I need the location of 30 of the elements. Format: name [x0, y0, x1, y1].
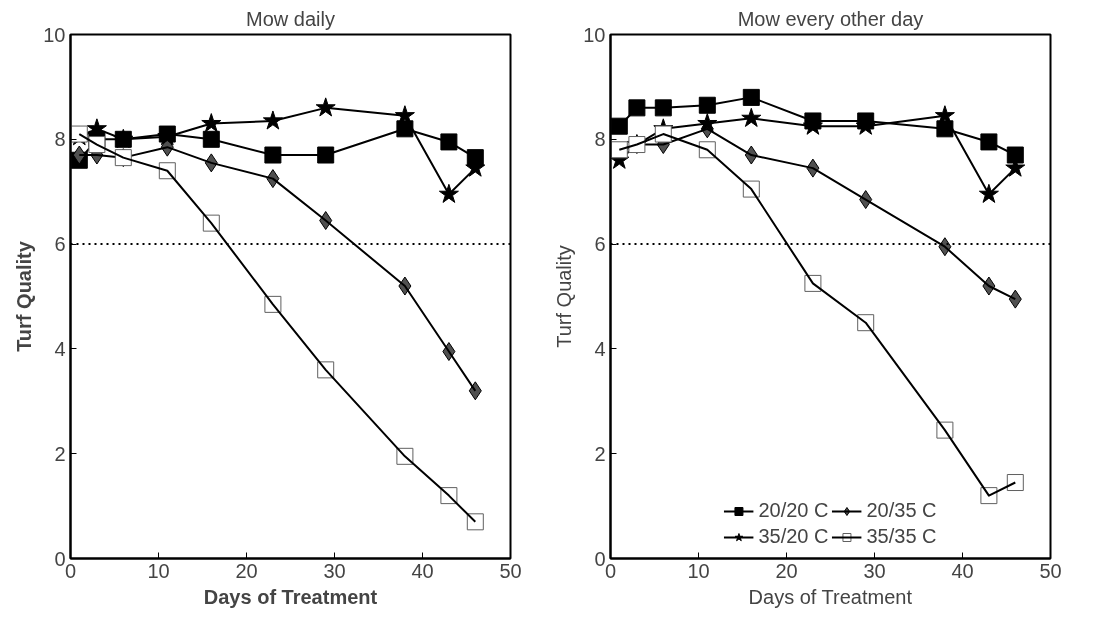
y-axis-title: Turf Quality	[13, 240, 36, 352]
x-tick-label: 50	[499, 559, 522, 582]
legend-label: 20/20 C	[758, 499, 829, 522]
x-axis-title: Days of Treatment	[748, 585, 913, 608]
x-axis-title: Days of Treatment	[203, 585, 378, 608]
x-tick-label: 40	[411, 559, 434, 582]
y-tick-label: 6	[594, 233, 606, 256]
y-tick-label: 2	[594, 442, 606, 465]
x-tick-label: 50	[1039, 559, 1062, 582]
y-tick-label: 8	[594, 128, 606, 151]
x-tick-label: 20	[775, 559, 798, 582]
x-tick-label: 10	[687, 559, 710, 582]
legend-label: 35/35 C	[866, 525, 937, 548]
chart-title: Mow every other day	[737, 7, 924, 30]
x-tick-label: 40	[951, 559, 974, 582]
y-axis-title: Turf Quality	[553, 245, 576, 348]
chart-title: Mow daily	[246, 7, 335, 30]
legend-label: 35/20 C	[758, 525, 829, 548]
y-tick-label: 4	[594, 337, 606, 360]
x-tick-label: 20	[235, 559, 258, 582]
y-tick-label: 6	[54, 233, 66, 256]
y-tick-label: 10	[583, 23, 606, 46]
y-tick-label: 4	[54, 337, 66, 360]
x-tick-label: 30	[863, 559, 886, 582]
y-tick-label: 10	[43, 23, 66, 46]
x-tick-label: 10	[147, 559, 170, 582]
y-tick-label: 8	[54, 128, 66, 151]
y-tick-label: 2	[54, 442, 66, 465]
legend-label: 20/35 C	[866, 499, 937, 522]
x-tick-label: 30	[323, 559, 346, 582]
